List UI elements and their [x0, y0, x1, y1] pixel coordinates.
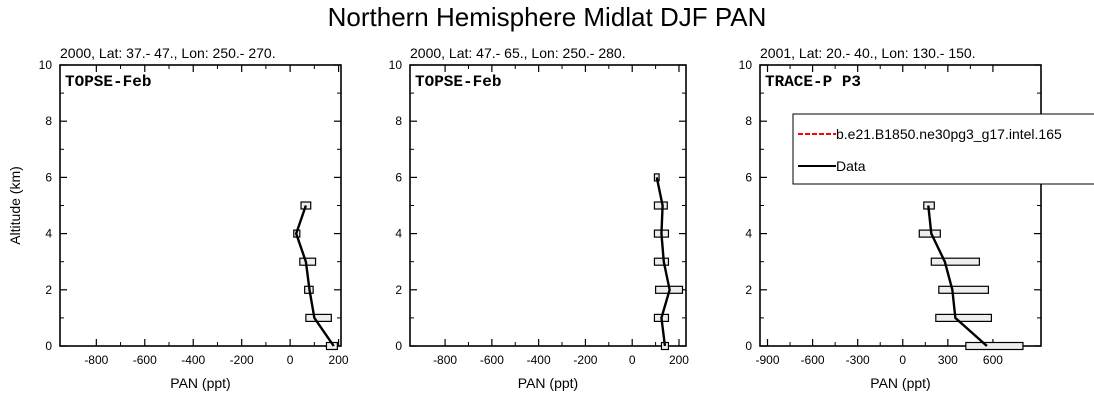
data-range-box [918, 229, 941, 238]
x-tick-label: 200 [669, 353, 689, 367]
y-tick-label: 8 [395, 114, 402, 128]
x-axis-label: PAN (ppt) [170, 375, 230, 391]
y-tick-label: 4 [745, 227, 752, 241]
x-tick-label: -200 [573, 353, 597, 367]
x-tick-label: 0 [287, 353, 294, 367]
y-tick-label: 10 [389, 58, 403, 72]
y-tick-label: 8 [45, 114, 52, 128]
x-tick-label: -200 [230, 353, 254, 367]
plot-frame [409, 64, 687, 347]
y-tick-label: 2 [745, 283, 752, 297]
data-range-box [653, 201, 668, 210]
data-range-box [305, 313, 332, 322]
y-tick-label: 6 [395, 170, 402, 184]
x-tick-label: 200 [329, 353, 349, 367]
series-line-data [294, 205, 335, 347]
y-tick-label: 0 [45, 339, 52, 353]
data-range-box [938, 285, 990, 294]
y-tick-label: 0 [745, 339, 752, 353]
y-tick-label: 4 [395, 227, 402, 241]
x-tick-label: -800 [433, 353, 457, 367]
plot-frame [59, 64, 342, 347]
data-range-box [965, 341, 1024, 351]
y-tick-label: 2 [45, 283, 52, 297]
y-tick-label: 8 [745, 114, 752, 128]
figure-title: Northern Hemisphere Midlat DJF PAN [327, 2, 767, 32]
data-range-box [935, 313, 993, 322]
y-tick-label: 10 [739, 58, 753, 72]
x-axis-label: PAN (ppt) [518, 375, 578, 391]
data-range-box [930, 257, 980, 266]
x-tick-label: 600 [983, 353, 1003, 367]
y-tick-label: 0 [395, 339, 402, 353]
series-line-data [655, 177, 671, 347]
y-tick-label: 6 [45, 170, 52, 184]
y-tick-label: 4 [45, 227, 52, 241]
campaign-label: TOPSE-Feb [65, 73, 151, 91]
x-tick-label: -400 [181, 353, 205, 367]
x-tick-label: -600 [801, 353, 825, 367]
x-tick-label: 0 [899, 353, 906, 367]
y-tick-label: 10 [39, 58, 53, 72]
x-tick-label: -800 [84, 353, 108, 367]
campaign-label: TOPSE-Feb [415, 73, 501, 91]
x-axis-label: PAN (ppt) [870, 375, 930, 391]
y-axis-label: Altitude (km) [7, 166, 23, 245]
legend-label: b.e21.B1850.ne30pg3_g17.intel.165 [836, 126, 1062, 142]
y-tick-label: 2 [395, 283, 402, 297]
x-tick-label: -400 [527, 353, 551, 367]
panel-title: 2000, Lat: 37.- 47., Lon: 250.- 270. [60, 45, 276, 61]
campaign-label: TRACE-P P3 [765, 73, 861, 91]
panel-title: 2001, Lat: 20.- 40., Lon: 130.- 150. [760, 45, 976, 61]
x-tick-label: 0 [629, 353, 636, 367]
x-tick-label: -900 [755, 353, 779, 367]
y-tick-label: 6 [745, 170, 752, 184]
x-tick-label: -600 [133, 353, 157, 367]
data-range-box [653, 257, 670, 266]
series-line-data [927, 205, 988, 347]
legend-label: Data [836, 158, 866, 174]
x-tick-label: -300 [846, 353, 870, 367]
x-tick-label: -600 [480, 353, 504, 367]
x-tick-label: 300 [938, 353, 958, 367]
panel-title: 2000, Lat: 47.- 65., Lon: 250.- 280. [410, 45, 626, 61]
plot-frame [759, 64, 1042, 347]
data-range-box [299, 257, 317, 266]
legend-box [792, 113, 1094, 185]
